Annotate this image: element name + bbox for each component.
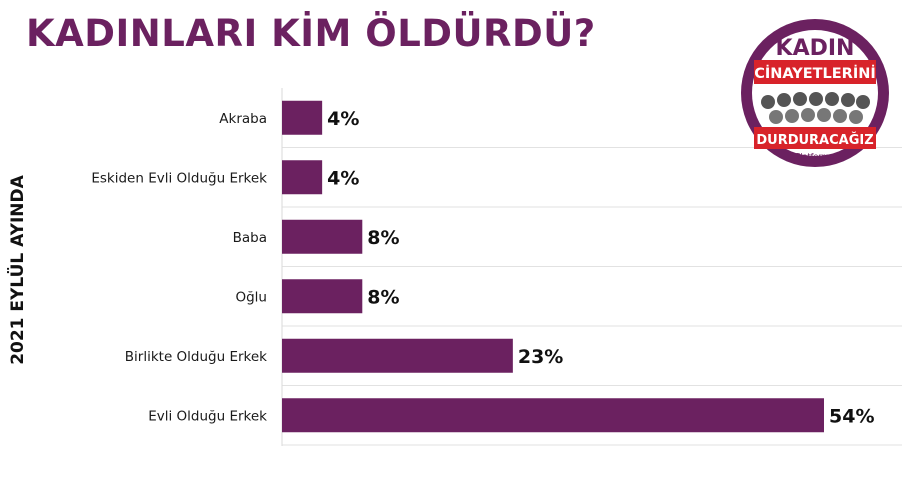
logo-line-cinayetlerini: CİNAYETLERİNİ	[754, 65, 876, 82]
value-label: 54%	[829, 405, 874, 427]
logo-portraits	[761, 92, 870, 124]
value-label: 4%	[327, 108, 359, 130]
logo-line-platformu: Platformu	[796, 152, 835, 161]
grid-lines	[282, 147, 902, 446]
value-label: 23%	[518, 346, 563, 368]
platform-logo: KADIN CİNAYETLERİNİ DURDURACAĞIZ Platfor…	[741, 19, 889, 167]
category-label: Evli Olduğu Erkek	[148, 408, 267, 424]
logo-top-banner	[754, 60, 876, 84]
bar	[282, 338, 513, 373]
value-label: 8%	[367, 227, 399, 249]
bar	[282, 279, 363, 314]
category-label: Oğlu	[235, 289, 267, 305]
bar	[282, 160, 323, 195]
bar	[282, 219, 363, 254]
value-labels: 4% 4% 8% 8% 23% 54%	[327, 108, 874, 428]
category-labels: Akraba Eskiden Evli Olduğu Erkek Baba Oğlu B…	[91, 111, 267, 425]
category-label: Baba	[233, 230, 267, 246]
logo-bottom-banner	[754, 127, 876, 149]
bars	[282, 100, 824, 433]
bar	[282, 398, 824, 433]
logo-line-durduracagiz: DURDURACAĞIZ	[756, 132, 873, 148]
value-label: 4%	[327, 167, 359, 189]
category-label: Akraba	[219, 111, 267, 127]
category-label: Birlikte Olduğu Erkek	[125, 349, 267, 365]
logo-line-kadin: KADIN	[776, 36, 855, 61]
category-label: Eskiden Evli Olduğu Erkek	[91, 170, 267, 186]
value-label: 8%	[367, 286, 399, 308]
bar	[282, 100, 323, 135]
page-title: KADINLARI KİM ÖLDÜRDÜ?	[26, 12, 596, 55]
